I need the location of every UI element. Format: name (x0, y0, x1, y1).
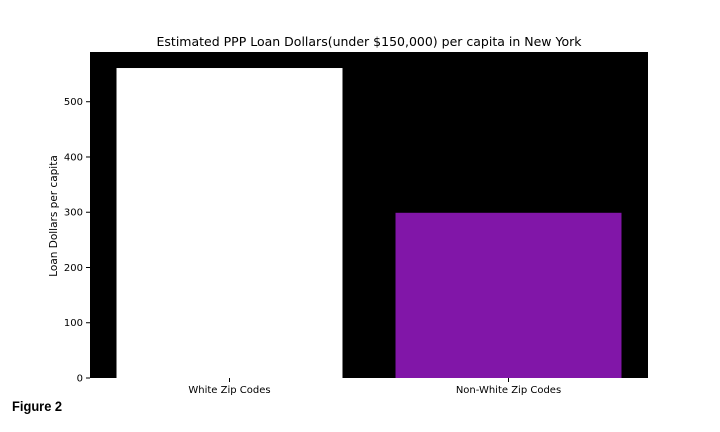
chart-title: Estimated PPP Loan Dollars(under $150,00… (157, 34, 583, 49)
y-tick-label: 100 (64, 318, 83, 329)
figure-caption: Figure 2 (12, 398, 63, 414)
x-tick-label: Non-White Zip Codes (456, 385, 561, 396)
y-tick-label: 400 (64, 152, 83, 163)
x-tick-label: White Zip Codes (188, 385, 270, 396)
bar-white-zip-codes (116, 68, 343, 378)
bar-non-white-zip-codes (395, 212, 622, 378)
y-tick-label: 300 (64, 208, 83, 219)
y-axis-label: Loan Dollars per capita (48, 155, 60, 277)
y-tick-label: 0 (77, 374, 83, 385)
y-tick-label: 200 (64, 263, 83, 274)
y-tick-label: 500 (64, 97, 83, 108)
